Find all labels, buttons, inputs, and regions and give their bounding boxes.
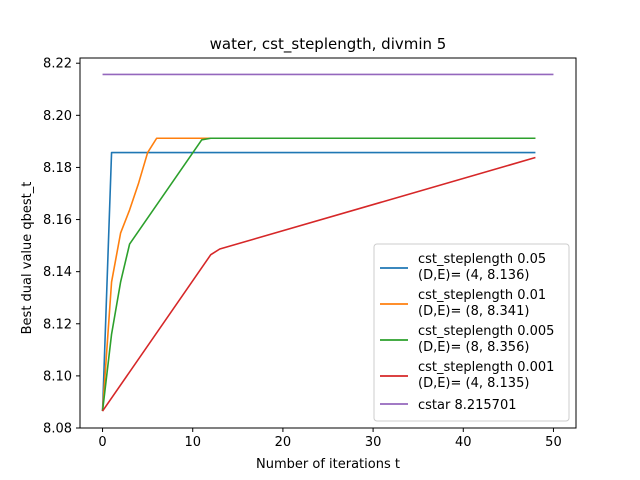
legend-sublabel: (D,E)= (4, 8.136) bbox=[418, 268, 529, 283]
legend-sublabel: (D,E)= (8, 8.341) bbox=[418, 304, 529, 319]
y-tick-label: 8.22 bbox=[43, 57, 72, 72]
x-axis: 0 10 20 30 40 50 bbox=[98, 428, 562, 450]
x-tick-label: 30 bbox=[365, 435, 382, 450]
y-axis-title: Best dual value qbest_t bbox=[20, 182, 35, 335]
y-tick-label: 8.16 bbox=[43, 213, 72, 228]
y-axis: 8.08 8.10 8.12 8.14 8.16 8.18 8.20 8.22 bbox=[43, 57, 80, 437]
y-tick-label: 8.10 bbox=[43, 369, 72, 384]
legend-label: cst_steplength 0.005 bbox=[418, 324, 554, 339]
legend: cst_steplength 0.05(D,E)= (4, 8.136) cst_… bbox=[373, 243, 570, 422]
x-tick-label: 0 bbox=[98, 435, 106, 450]
legend-label: cst_steplength 0.01 bbox=[418, 288, 546, 303]
x-tick-label: 20 bbox=[275, 435, 292, 450]
y-tick-label: 8.14 bbox=[43, 265, 72, 280]
legend-label: cst_steplength 0.05 bbox=[418, 252, 546, 267]
series-line-4 bbox=[101, 156, 536, 412]
x-tick-label: 50 bbox=[545, 435, 562, 450]
y-tick-label: 8.12 bbox=[43, 317, 72, 332]
legend-label: cst_steplength 0.001 bbox=[418, 360, 554, 375]
y-tick-label: 8.20 bbox=[43, 109, 72, 124]
legend-sublabel: (D,E)= (4, 8.135) bbox=[418, 376, 529, 391]
x-tick-label: 40 bbox=[455, 435, 472, 450]
series-line-3 bbox=[101, 137, 536, 412]
x-axis-title: Number of iterations t bbox=[256, 457, 400, 472]
legend-box bbox=[373, 243, 570, 422]
chart-title: water, cst_steplength, divmin 5 bbox=[210, 35, 447, 54]
legend-label: cstar 8.215701 bbox=[418, 398, 517, 413]
series-line-2 bbox=[101, 137, 536, 412]
series-layer bbox=[101, 73, 554, 412]
x-tick-label: 10 bbox=[184, 435, 201, 450]
y-tick-label: 8.08 bbox=[43, 422, 72, 437]
series-line-1 bbox=[101, 151, 536, 412]
y-tick-label: 8.18 bbox=[43, 161, 72, 176]
legend-sublabel: (D,E)= (8, 8.356) bbox=[418, 340, 529, 355]
